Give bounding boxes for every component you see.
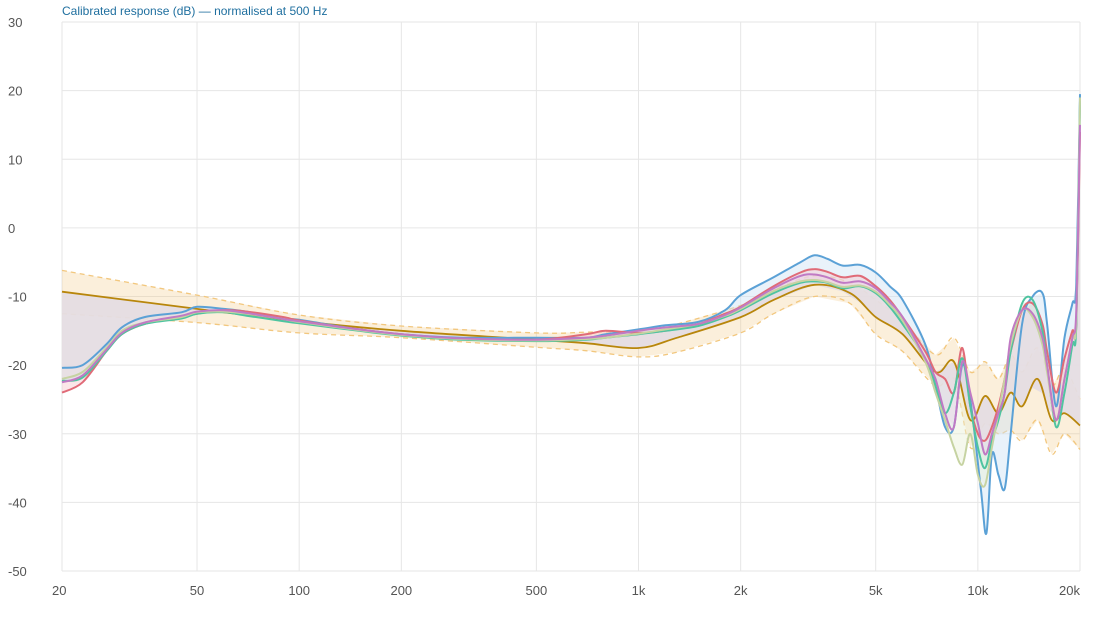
x-tick-label: 1k [632, 583, 646, 598]
x-tick-label: 2k [734, 583, 748, 598]
series-line-2 [61, 131, 1081, 442]
target-band-lower [61, 295, 1081, 455]
series-line-5 [61, 124, 1081, 456]
y-tick-label: 10 [8, 152, 22, 167]
y-tick-label: -30 [8, 427, 27, 442]
x-tick-label: 200 [390, 583, 412, 598]
y-tick-label: 0 [8, 221, 15, 236]
x-axis-ticks: 20 50 100 200 500 1k 2k 5k 10k 20k [52, 583, 1080, 598]
x-tick-label: 5k [869, 583, 883, 598]
y-axis-ticks: 30 20 10 0 -10 -20 -30 -40 -50 [8, 15, 27, 579]
series-line-4 [61, 97, 1081, 488]
target-band-upper [61, 269, 1081, 400]
series-line-3 [61, 100, 1081, 470]
series-fill-4 [62, 97, 1080, 486]
x-tick-label: 50 [190, 583, 204, 598]
target-line [61, 283, 1081, 427]
series-fill-3 [62, 100, 1080, 469]
y-tick-label: 30 [8, 15, 22, 30]
target-band [61, 269, 1081, 455]
y-tick-label: -50 [8, 564, 27, 579]
chart-title: Calibrated response (dB) — normalised at… [62, 4, 327, 18]
y-tick-label: 20 [8, 84, 22, 99]
series-fill-1 [62, 94, 1080, 534]
x-tick-label: 100 [288, 583, 310, 598]
series-lines [61, 94, 1081, 535]
x-tick-label: 10k [967, 583, 988, 598]
x-tick-label: 20 [52, 583, 66, 598]
series-fill-5 [62, 124, 1080, 455]
y-tick-label: -20 [8, 358, 27, 373]
y-tick-label: -40 [8, 495, 27, 510]
x-tick-label: 500 [526, 583, 548, 598]
grid [61, 21, 1081, 572]
y-tick-label: -10 [8, 290, 27, 305]
x-tick-label: 20k [1059, 583, 1080, 598]
series-fill-2 [62, 131, 1080, 441]
